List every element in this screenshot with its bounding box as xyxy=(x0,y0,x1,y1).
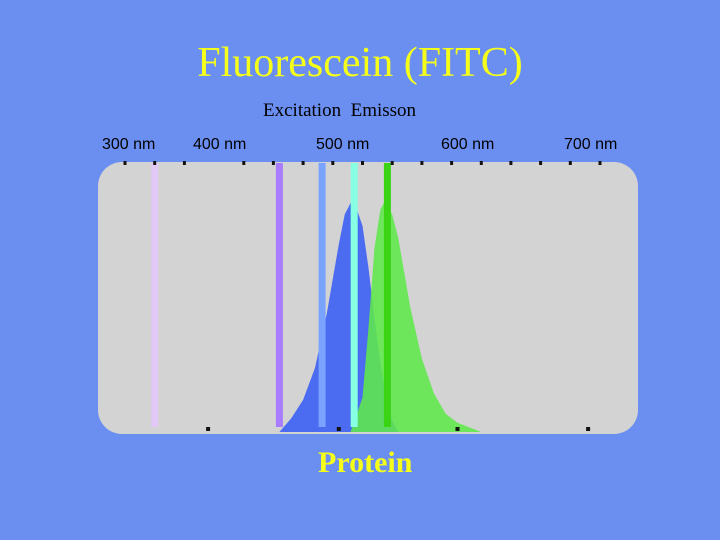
top-tick-mark-13 xyxy=(539,161,543,165)
tick-label-500: 500 nm xyxy=(316,136,370,153)
top-tick-mark-1 xyxy=(153,161,157,165)
top-tick-mark-6 xyxy=(331,161,335,165)
laser-line-2 xyxy=(318,163,326,427)
laser-line-0 xyxy=(151,163,159,427)
top-tick-mark-8 xyxy=(390,161,394,165)
laser-line-3 xyxy=(350,163,358,427)
top-tick-mark-4 xyxy=(271,161,275,165)
slide-title: Fluorescein (FITC) xyxy=(197,40,523,86)
top-tick-mark-5 xyxy=(301,161,305,165)
top-tick-mark-14 xyxy=(568,161,572,165)
top-tick-mark-2 xyxy=(182,161,186,165)
top-tick-mark-0 xyxy=(123,161,127,165)
top-tick-mark-7 xyxy=(361,161,364,165)
bottom-tick-mark-2 xyxy=(455,427,460,431)
bottom-tick-mark-0 xyxy=(206,427,211,431)
top-tick-mark-11 xyxy=(479,161,483,165)
top-tick-mark-9 xyxy=(420,161,424,165)
laser-line-4 xyxy=(383,163,391,427)
top-tick-mark-15 xyxy=(598,161,602,165)
bottom-tick-mark-1 xyxy=(336,427,341,431)
protein-label: Protein xyxy=(318,446,413,479)
tick-label-600: 600 nm xyxy=(441,136,495,153)
tick-label-700: 700 nm xyxy=(564,136,618,153)
spectra-subtitle: Excitation Emisson xyxy=(263,100,417,121)
top-tick-mark-10 xyxy=(450,161,454,165)
chart-marks xyxy=(123,161,602,432)
top-tick-mark-12 xyxy=(509,161,513,165)
top-tick-mark-3 xyxy=(242,161,246,165)
series-area-emisson xyxy=(350,203,482,432)
tick-label-300: 300 nm xyxy=(102,136,156,153)
laser-line-1 xyxy=(275,163,283,427)
tick-label-400: 400 nm xyxy=(193,136,247,153)
bottom-tick-mark-3 xyxy=(586,427,591,431)
